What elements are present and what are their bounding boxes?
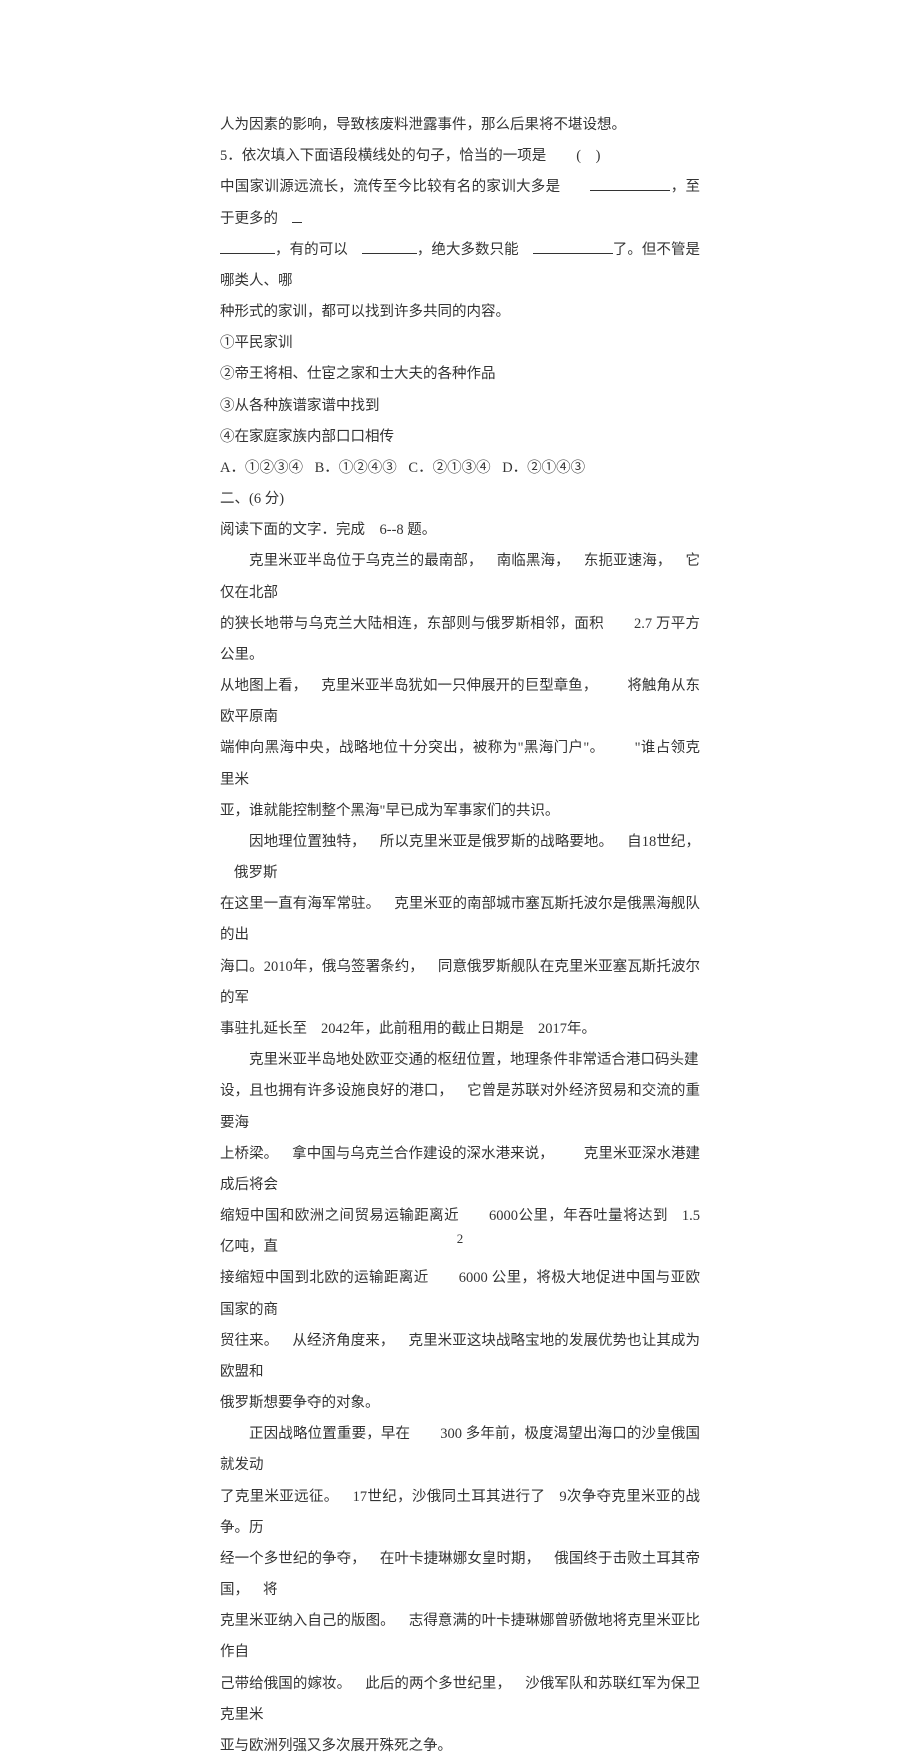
passage-p3-l7: 俄罗斯想要争夺的对象。: [220, 1388, 700, 1419]
q5-fill-line-3: 种形式的家训，都可以找到许多共同的内容。: [220, 297, 700, 328]
blank-2a: [292, 210, 302, 223]
blank-3: [362, 241, 417, 254]
answer-B[interactable]: B．①②④③: [315, 460, 397, 476]
section-2-instructions: 阅读下面的文字．完成 6--8 题。: [220, 515, 700, 546]
q5-opt-3: ③从各种族谱家谱中找到: [220, 391, 700, 422]
q5-opt-2: ②帝王将相、仕宦之家和士大夫的各种作品: [220, 359, 700, 390]
t: 接缩短中国到北欧的运输距离近: [220, 1270, 429, 1286]
passage-p4-l2: 了克里米亚远征。17世纪，沙俄同土耳其进行了9次争夺克里米亚的战争。历: [220, 1482, 700, 1544]
answer-A[interactable]: A．①②③④: [220, 460, 303, 476]
q5-text-2a: ，有的可以: [275, 242, 348, 258]
q5-stem-line: 5．依次填入下面语段横线处的句子，恰当的一项是 ( ): [220, 141, 700, 172]
t: 端伸向黑海中央，战略地位十分突出，被称为"黑海门户"。: [220, 740, 605, 756]
passage-p4-l4: 克里米亚纳入自己的版图。志得意满的叶卡捷琳娜曾骄傲地将克里米亚比作自: [220, 1606, 700, 1668]
passage-p1-l3: 从地图上看，克里米亚半岛犹如一只伸展开的巨型章鱼，将触角从东欧平原南: [220, 671, 700, 733]
passage-p2-l3: 海口。2010年，俄乌签署条约，同意俄罗斯舰队在克里米亚塞瓦斯托波尔的军: [220, 952, 700, 1014]
t: 将: [263, 1582, 278, 1598]
t: 6000公里，年吞吐量将达到: [489, 1208, 668, 1224]
t: 的狭长地带与乌克兰大陆相连，东部则与俄罗斯相邻，面积: [220, 616, 604, 632]
t: 己带给俄国的嫁妆。: [220, 1676, 351, 1692]
page-number: 2: [0, 1225, 920, 1253]
t: 东扼亚速海，: [584, 553, 672, 569]
t: 拿中国与乌克兰合作建设的深水港来说，: [292, 1146, 554, 1162]
t: 在这里一直有海军常驻。: [220, 896, 380, 912]
blank-2b: [220, 241, 275, 254]
t: 17世纪，沙俄同土耳其进行了: [353, 1489, 546, 1505]
passage-p4-l5: 己带给俄国的嫁妆。此后的两个多世纪里，沙俄军队和苏联红军为保卫克里米: [220, 1669, 700, 1731]
t: 从经济角度来，: [292, 1333, 394, 1349]
t: 经一个多世纪的争夺，: [220, 1551, 366, 1567]
passage-p2-l4: 事驻扎延长至 2042年，此前租用的截止日期是 2017年。: [220, 1014, 700, 1045]
passage-p2-l2: 在这里一直有海军常驻。克里米亚的南部城市塞瓦斯托波尔是俄黑海舰队的出: [220, 889, 700, 951]
passage-p1-l4: 端伸向黑海中央，战略地位十分突出，被称为"黑海门户"。"谁占领克里米: [220, 733, 700, 795]
t: 海口。2010年，俄乌签署条约，: [220, 959, 424, 975]
q5-fill-line-2: ，有的可以，绝大多数只能了。但不管是哪类人、哪: [220, 235, 700, 297]
q5-paren: ( ): [576, 148, 600, 164]
t: 克里米亚纳入自己的版图。: [220, 1613, 395, 1629]
t: 2042年，此前租用的截止日期是: [321, 1021, 524, 1037]
q5-opt-4: ④在家庭家族内部口口相传: [220, 422, 700, 453]
q5-opt-1: ①平民家训: [220, 328, 700, 359]
blank-4: [533, 241, 613, 254]
blank-1: [590, 179, 670, 192]
answer-C[interactable]: C．②①③④: [408, 460, 490, 476]
passage-p3-l2: 设，且也拥有许多设施良好的港口，它曾是苏联对外经济贸易和交流的重要海: [220, 1076, 700, 1138]
t: 所以克里米亚是俄罗斯的战略要地。: [380, 834, 613, 850]
section-2-heading: 二、(6 分): [220, 484, 700, 515]
t: 在叶卡捷琳娜女皇时期，: [380, 1551, 540, 1567]
t: 自18世纪，: [627, 834, 700, 850]
passage-p1-l2: 的狭长地带与乌克兰大陆相连，东部则与俄罗斯相邻，面积2.7 万平方公里。: [220, 609, 700, 671]
t: 事驻扎延长至: [220, 1021, 307, 1037]
passage-p2-l1: 因地理位置独特， 所以克里米亚是俄罗斯的战略要地。自18世纪， 俄罗斯: [220, 827, 700, 889]
t: 2017年。: [538, 1021, 596, 1037]
t: 此后的两个多世纪里，: [365, 1676, 511, 1692]
t: 因地理位置独特，: [249, 834, 366, 850]
passage-p4-l1: 正因战略位置重要，早在300 多年前，极度渴望出海口的沙皇俄国就发动: [220, 1419, 700, 1481]
passage-p1-l1: 克里米亚半岛位于乌克兰的最南部，南临黑海，东扼亚速海，它仅在北部: [220, 546, 700, 608]
passage-p3-l5: 接缩短中国到北欧的运输距离近6000 公里，将极大地促进中国与亚欧国家的商: [220, 1263, 700, 1325]
t: 从地图上看，: [220, 678, 307, 694]
t: 设，且也拥有许多设施良好的港口，: [220, 1083, 453, 1099]
passage-p4-l6: 亚与欧洲列强又多次展开殊死之争。: [220, 1731, 700, 1762]
t: 克里米亚半岛位于乌克兰的最南部，: [249, 553, 483, 569]
t: 缩短中国和欧洲之间贸易运输距离近: [220, 1208, 459, 1224]
passage-p3-l6: 贸往来。从经济角度来，克里米亚这块战略宝地的发展优势也让其成为欧盟和: [220, 1326, 700, 1388]
page: 人为因素的影响，导致核废料泄露事件，那么后果将不堪设想。 5．依次填入下面语段横…: [0, 0, 920, 1303]
t: 正因战略位置重要，早在: [249, 1426, 410, 1442]
q5-answers: A．①②③④ B．①②④③ C．②①③④ D．②①④③: [220, 453, 700, 484]
q4-continuation: 人为因素的影响，导致核废料泄露事件，那么后果将不堪设想。: [220, 110, 700, 141]
passage-p3-l1: 克里米亚半岛地处欧亚交通的枢纽位置，地理条件非常适合港口码头建: [220, 1045, 700, 1076]
t: 了克里米亚远征。: [220, 1489, 339, 1505]
passage-p4-l3: 经一个多世纪的争夺，在叶卡捷琳娜女皇时期，俄国终于击败土耳其帝国，将: [220, 1544, 700, 1606]
q5-fill-line-1: 中国家训源远流长，流传至今比较有名的家训大多是，至于更多的: [220, 172, 700, 234]
t: 克里米亚半岛犹如一只伸展开的巨型章鱼，: [321, 678, 597, 694]
q5-text-1a: 中国家训源远流长，流传至今比较有名的家训大多是: [220, 179, 560, 195]
answer-D[interactable]: D．②①④③: [502, 460, 585, 476]
q5-stem: 5．依次填入下面语段横线处的句子，恰当的一项是: [220, 148, 546, 164]
t: 俄罗斯: [234, 865, 278, 881]
t: 南临黑海，: [497, 553, 570, 569]
passage-p1-l5: 亚，谁就能控制整个黑海"早已成为军事家们的共识。: [220, 796, 700, 827]
q5-text-2b: ，绝大多数只能: [417, 242, 519, 258]
t: 上桥梁。: [220, 1146, 278, 1162]
passage-p3-l3: 上桥梁。拿中国与乌克兰合作建设的深水港来说，克里米亚深水港建成后将会: [220, 1139, 700, 1201]
t: 贸往来。: [220, 1333, 278, 1349]
